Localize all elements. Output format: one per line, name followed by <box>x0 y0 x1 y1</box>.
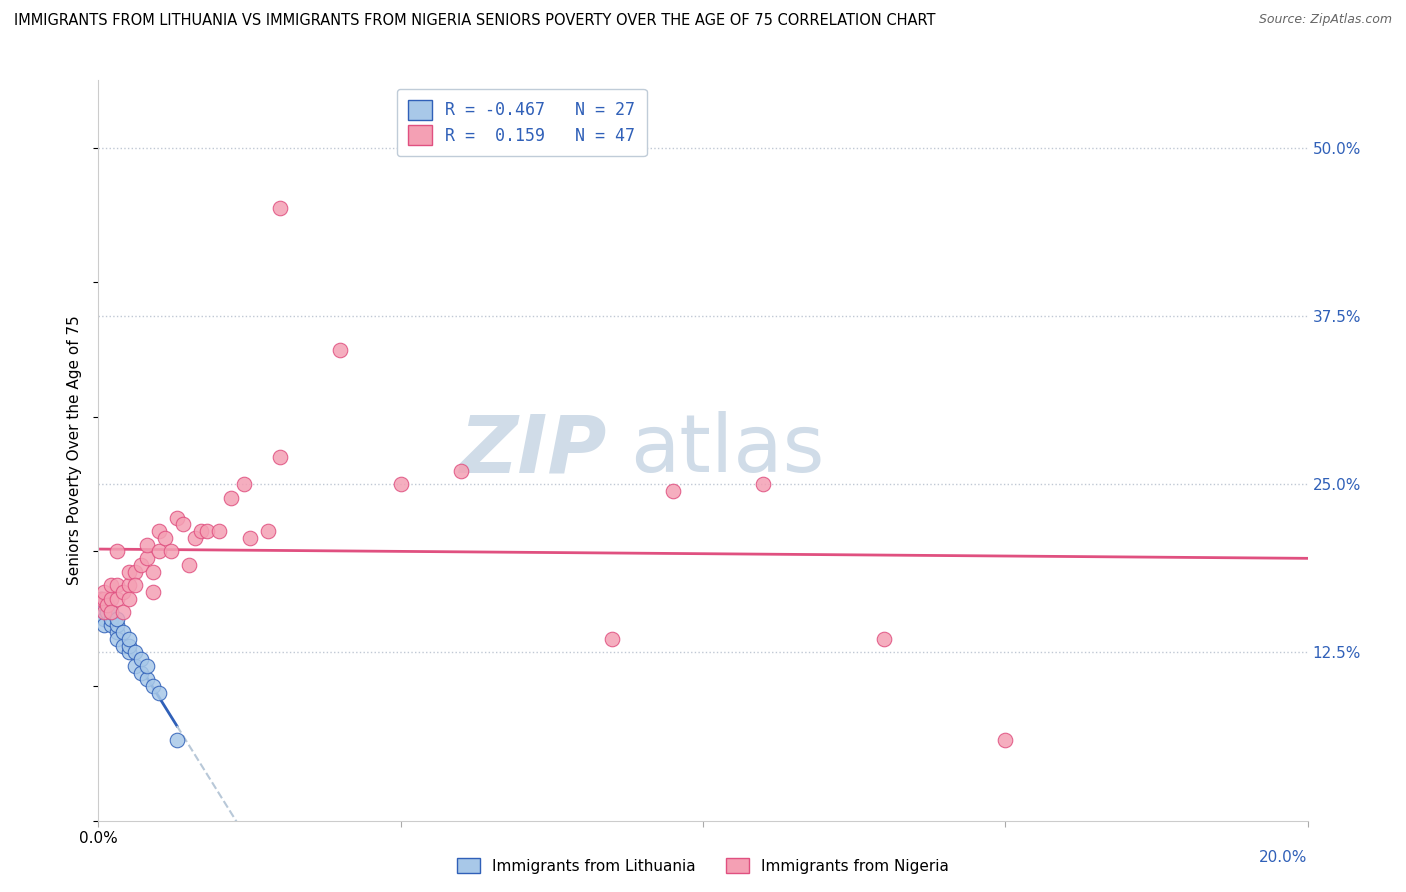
Point <box>142 679 165 693</box>
Point <box>389 477 412 491</box>
Point <box>111 584 134 599</box>
Point <box>100 618 122 632</box>
Point <box>190 524 212 539</box>
Point <box>239 531 262 545</box>
Point <box>118 645 141 659</box>
Text: 20.0%: 20.0% <box>1260 850 1308 865</box>
Point <box>232 477 254 491</box>
Point <box>118 632 141 646</box>
Point <box>105 544 128 558</box>
Point <box>153 531 176 545</box>
Legend: Immigrants from Lithuania, Immigrants from Nigeria: Immigrants from Lithuania, Immigrants fr… <box>451 852 955 880</box>
Point <box>111 639 134 653</box>
Point <box>93 618 115 632</box>
Point <box>90 591 112 606</box>
Point <box>100 605 122 619</box>
Text: Source: ZipAtlas.com: Source: ZipAtlas.com <box>1258 13 1392 27</box>
Point <box>142 584 165 599</box>
Point <box>118 639 141 653</box>
Point <box>994 732 1017 747</box>
Point <box>135 673 157 687</box>
Point <box>100 612 122 626</box>
Point <box>256 524 278 539</box>
Point <box>105 618 128 632</box>
Point <box>129 652 152 666</box>
Text: IMMIGRANTS FROM LITHUANIA VS IMMIGRANTS FROM NIGERIA SENIORS POVERTY OVER THE AG: IMMIGRANTS FROM LITHUANIA VS IMMIGRANTS … <box>14 13 935 29</box>
Point <box>160 544 183 558</box>
Point <box>118 565 141 579</box>
Legend: R = -0.467   N = 27, R =  0.159   N = 47: R = -0.467 N = 27, R = 0.159 N = 47 <box>396 88 647 156</box>
Point <box>148 686 170 700</box>
Y-axis label: Seniors Poverty Over the Age of 75: Seniors Poverty Over the Age of 75 <box>67 316 83 585</box>
Point <box>93 599 115 613</box>
Point <box>269 450 291 465</box>
Point <box>111 625 134 640</box>
Point <box>105 612 128 626</box>
Point <box>142 565 165 579</box>
Point <box>124 578 146 592</box>
Point <box>148 544 170 558</box>
Point <box>135 538 157 552</box>
Point <box>148 524 170 539</box>
Point <box>100 605 122 619</box>
Point <box>129 665 152 680</box>
Point <box>93 584 115 599</box>
Point <box>166 510 188 524</box>
Point <box>100 578 122 592</box>
Point <box>124 645 146 659</box>
Point <box>105 632 128 646</box>
Point <box>135 551 157 566</box>
Point <box>100 591 122 606</box>
Point <box>329 343 352 357</box>
Point <box>135 658 157 673</box>
Point <box>105 591 128 606</box>
Point <box>208 524 231 539</box>
Point <box>93 605 115 619</box>
Point <box>105 625 128 640</box>
Point <box>195 524 218 539</box>
Point <box>752 477 775 491</box>
Point <box>184 531 207 545</box>
Point <box>124 658 146 673</box>
Point <box>873 632 896 646</box>
Point <box>105 578 128 592</box>
Point <box>90 591 112 606</box>
Point <box>269 201 291 215</box>
Point <box>93 591 115 606</box>
Point <box>179 558 201 572</box>
Point <box>96 605 118 619</box>
Point <box>118 578 141 592</box>
Point <box>166 732 188 747</box>
Text: ZIP: ZIP <box>458 411 606 490</box>
Point <box>111 605 134 619</box>
Point <box>96 599 118 613</box>
Point <box>93 612 115 626</box>
Point <box>602 632 624 646</box>
Point <box>450 464 472 478</box>
Point <box>124 565 146 579</box>
Point <box>221 491 243 505</box>
Point <box>172 517 194 532</box>
Point <box>118 591 141 606</box>
Point <box>129 558 152 572</box>
Text: atlas: atlas <box>630 411 825 490</box>
Point <box>93 605 115 619</box>
Point <box>661 483 683 498</box>
